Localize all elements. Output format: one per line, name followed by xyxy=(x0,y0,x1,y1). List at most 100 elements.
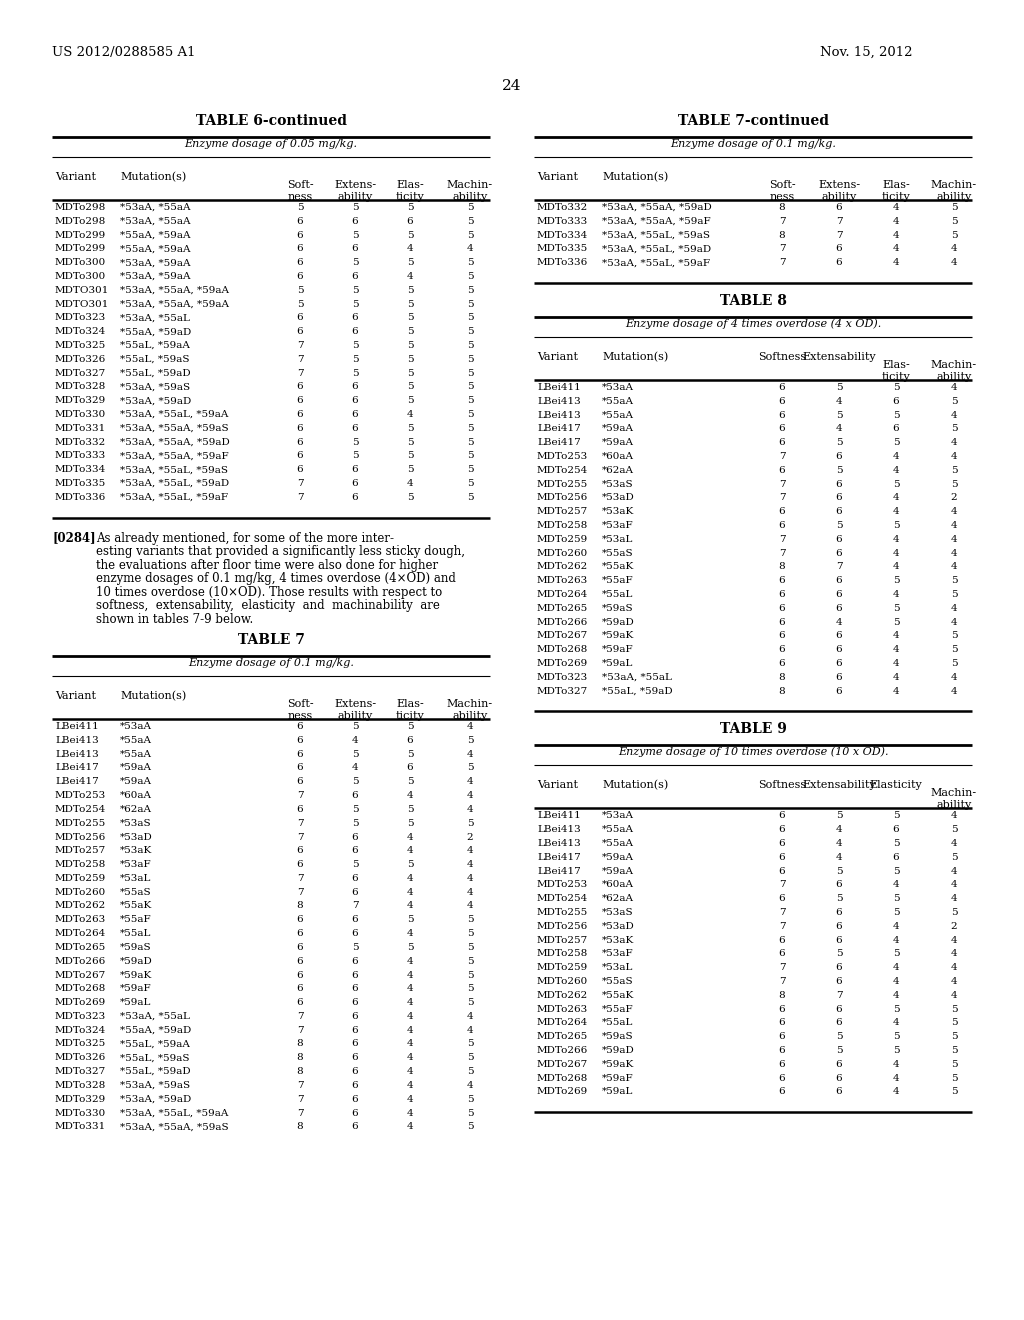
Text: MDTo268: MDTo268 xyxy=(537,1073,588,1082)
Text: 5: 5 xyxy=(467,1094,473,1104)
Text: MDTo262: MDTo262 xyxy=(55,902,106,911)
Text: 5: 5 xyxy=(467,957,473,966)
Text: *55aA: *55aA xyxy=(602,411,634,420)
Text: shown in tables 7-9 below.: shown in tables 7-9 below. xyxy=(96,612,253,626)
Text: 7: 7 xyxy=(778,908,785,917)
Text: MDTo263: MDTo263 xyxy=(537,1005,588,1014)
Text: MDTo266: MDTo266 xyxy=(537,1045,588,1055)
Text: 4: 4 xyxy=(893,1060,899,1069)
Text: 6: 6 xyxy=(407,737,414,744)
Text: TABLE 7-continued: TABLE 7-continued xyxy=(678,114,828,128)
Text: 4: 4 xyxy=(893,231,899,240)
Text: *59aK: *59aK xyxy=(120,970,153,979)
Text: *53aK: *53aK xyxy=(120,846,153,855)
Text: MDTo265: MDTo265 xyxy=(537,1032,588,1041)
Text: Machin-
ability: Machin- ability xyxy=(931,360,977,381)
Text: 6: 6 xyxy=(778,1019,785,1027)
Text: MDTo336: MDTo336 xyxy=(55,492,106,502)
Text: *53aL: *53aL xyxy=(120,874,152,883)
Text: 5: 5 xyxy=(407,750,414,759)
Text: 6: 6 xyxy=(351,998,358,1007)
Text: 5: 5 xyxy=(351,341,358,350)
Text: 5: 5 xyxy=(893,894,899,903)
Text: 4: 4 xyxy=(893,686,899,696)
Text: Soft-
ness: Soft- ness xyxy=(287,700,313,721)
Text: 8: 8 xyxy=(297,902,303,911)
Text: *59aS: *59aS xyxy=(602,603,634,612)
Text: 6: 6 xyxy=(836,1019,843,1027)
Text: 5: 5 xyxy=(950,825,957,834)
Text: 8: 8 xyxy=(778,686,785,696)
Text: 5: 5 xyxy=(467,396,473,405)
Text: 5: 5 xyxy=(836,383,843,392)
Text: 6: 6 xyxy=(351,874,358,883)
Text: 6: 6 xyxy=(778,645,785,655)
Text: 6: 6 xyxy=(778,894,785,903)
Text: *53aA, *55aL: *53aA, *55aL xyxy=(602,673,672,682)
Text: *55aA: *55aA xyxy=(602,840,634,847)
Text: MDTo269: MDTo269 xyxy=(55,998,106,1007)
Text: 5: 5 xyxy=(893,521,899,531)
Text: MDTo260: MDTo260 xyxy=(537,977,588,986)
Text: 6: 6 xyxy=(778,659,785,668)
Text: 4: 4 xyxy=(950,686,957,696)
Text: *53aA: *53aA xyxy=(602,812,634,821)
Text: 6: 6 xyxy=(351,465,358,474)
Text: 4: 4 xyxy=(467,791,473,800)
Text: 4: 4 xyxy=(836,825,843,834)
Text: Elasticity: Elasticity xyxy=(869,780,923,791)
Text: MDTo328: MDTo328 xyxy=(55,1081,106,1090)
Text: *53aA, *59aA: *53aA, *59aA xyxy=(120,272,190,281)
Text: MDTo253: MDTo253 xyxy=(537,451,588,461)
Text: *53aA, *55aL, *59aD: *53aA, *55aL, *59aD xyxy=(120,479,229,488)
Text: 5: 5 xyxy=(467,1109,473,1118)
Text: MDTo266: MDTo266 xyxy=(55,957,106,966)
Text: 8: 8 xyxy=(778,673,785,682)
Text: 4: 4 xyxy=(407,846,414,855)
Text: 6: 6 xyxy=(297,424,303,433)
Text: *59aK: *59aK xyxy=(602,631,634,640)
Text: 7: 7 xyxy=(836,231,843,240)
Text: *62aA: *62aA xyxy=(602,466,634,475)
Text: 6: 6 xyxy=(836,977,843,986)
Text: *53aK: *53aK xyxy=(602,507,634,516)
Text: MDTo263: MDTo263 xyxy=(55,915,106,924)
Text: Variant: Variant xyxy=(55,692,96,701)
Text: MDTo264: MDTo264 xyxy=(537,1019,588,1027)
Text: *53aA, *55aA, *59aS: *53aA, *55aA, *59aS xyxy=(120,1122,228,1131)
Text: 8: 8 xyxy=(778,562,785,572)
Text: 5: 5 xyxy=(893,840,899,847)
Text: 6: 6 xyxy=(351,1012,358,1020)
Text: MDTo269: MDTo269 xyxy=(537,659,588,668)
Text: 5: 5 xyxy=(467,1040,473,1048)
Text: 6: 6 xyxy=(778,1060,785,1069)
Text: MDTo327: MDTo327 xyxy=(537,686,588,696)
Text: 6: 6 xyxy=(778,438,785,447)
Text: *55aL: *55aL xyxy=(602,590,634,599)
Text: *53aA, *59aD: *53aA, *59aD xyxy=(120,1094,191,1104)
Text: 5: 5 xyxy=(407,313,414,322)
Text: *53aA, *55aL, *59aF: *53aA, *55aL, *59aF xyxy=(120,492,228,502)
Text: 4: 4 xyxy=(407,411,414,418)
Text: *59aA: *59aA xyxy=(602,425,634,433)
Text: 4: 4 xyxy=(893,562,899,572)
Text: 4: 4 xyxy=(467,1081,473,1090)
Text: *53aA, *55aL, *59aA: *53aA, *55aL, *59aA xyxy=(120,1109,228,1118)
Text: *53aA, *55aA: *53aA, *55aA xyxy=(120,203,190,213)
Text: *53aA: *53aA xyxy=(602,383,634,392)
Text: *55aA, *59aD: *55aA, *59aD xyxy=(120,1026,191,1035)
Text: 6: 6 xyxy=(351,791,358,800)
Text: 5: 5 xyxy=(950,231,957,240)
Text: 4: 4 xyxy=(893,590,899,599)
Text: 5: 5 xyxy=(950,1060,957,1069)
Text: 5: 5 xyxy=(893,1005,899,1014)
Text: 5: 5 xyxy=(351,818,358,828)
Text: 6: 6 xyxy=(351,396,358,405)
Text: 8: 8 xyxy=(778,991,785,999)
Text: 5: 5 xyxy=(467,763,473,772)
Text: 6: 6 xyxy=(297,327,303,337)
Text: *59aS: *59aS xyxy=(602,1032,634,1041)
Text: *55aS: *55aS xyxy=(602,549,634,557)
Text: 6: 6 xyxy=(297,231,303,240)
Text: MDTo335: MDTo335 xyxy=(537,244,588,253)
